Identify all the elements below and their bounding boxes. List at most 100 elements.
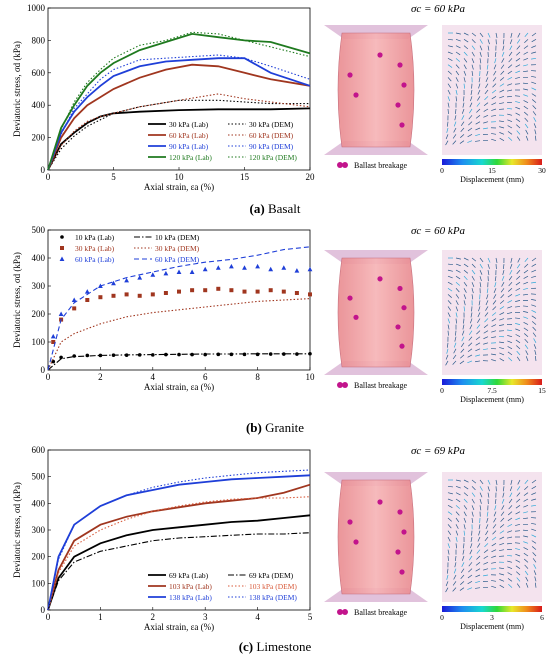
- data-point: [50, 333, 56, 339]
- displacement-vector: [500, 288, 505, 293]
- displacement-vector: [515, 334, 521, 338]
- breakage-particle: [347, 519, 353, 525]
- displacement-vector: [447, 312, 451, 318]
- displacement-vector: [506, 542, 513, 545]
- displacement-vector: [523, 100, 529, 103]
- displacement-vector: [515, 339, 521, 344]
- displacement-vector: [515, 118, 521, 122]
- data-point: [294, 291, 299, 295]
- confining-pressure-label: σc = 60 kPa: [411, 225, 466, 237]
- displacement-vector: [475, 568, 481, 572]
- displacement-vector: [477, 318, 481, 323]
- displacement-vector: [523, 88, 529, 91]
- data-point: [150, 272, 156, 277]
- displacement-vector: [502, 492, 505, 498]
- legend-label: 138 kPa (DEM): [249, 593, 297, 602]
- displacement-vector: [508, 275, 513, 281]
- displacement-vector: [523, 281, 529, 285]
- displacement-vector: [516, 345, 521, 350]
- data-point: [177, 289, 181, 294]
- displacement-vector: [446, 342, 449, 348]
- displacement-vector: [484, 536, 489, 542]
- displacement-vector: [471, 51, 475, 57]
- displacement-vector: [487, 257, 491, 263]
- displacement-vector: [455, 312, 458, 318]
- displacement-vector: [509, 486, 513, 492]
- data-point: [85, 353, 90, 358]
- displacement-vector: [447, 83, 452, 89]
- displacement-vector: [514, 306, 521, 308]
- displacement-vector: [516, 577, 521, 582]
- y-tick-label: 300: [32, 281, 46, 291]
- displacement-vector: [507, 511, 513, 516]
- displacement-vector: [486, 517, 489, 523]
- displacement-vector: [524, 257, 529, 263]
- breakage-particle: [401, 529, 407, 535]
- displacement-vector: [463, 511, 467, 517]
- displacement-vector: [499, 584, 505, 588]
- displacement-vector: [455, 275, 461, 280]
- breakage-particle: [399, 122, 405, 128]
- displacement-vector: [455, 64, 460, 69]
- data-point: [98, 353, 103, 358]
- displacement-vector: [483, 348, 489, 351]
- displacement-vector: [479, 257, 484, 263]
- displacement-vector: [516, 571, 521, 576]
- displacement-vector: [469, 324, 473, 330]
- displacement-vector: [463, 263, 469, 268]
- displacement-vector: [525, 135, 529, 141]
- displacement-vector: [491, 102, 497, 106]
- displacement-vector: [483, 342, 489, 345]
- displacement-vector: [502, 486, 505, 492]
- displacement-vector: [533, 338, 537, 343]
- displacement-vector: [487, 45, 490, 51]
- displacement-vector: [491, 89, 497, 94]
- legend-label: 30 kPa (DEM): [249, 120, 294, 129]
- displacement-vector: [446, 127, 449, 133]
- displacement-vector: [531, 299, 537, 301]
- displacement-vector: [478, 524, 481, 530]
- displacement-vector: [447, 294, 452, 298]
- displacement-vector: [524, 564, 529, 569]
- breakage-particle: [347, 72, 353, 78]
- displacement-vector: [532, 558, 537, 563]
- displacement-vector: [476, 330, 481, 335]
- y-axis-label: Deviatoric stress, σd (kPa): [12, 482, 22, 578]
- displacement-vector: [483, 562, 489, 565]
- displacement-vector: [463, 70, 467, 76]
- displacement-vector: [447, 263, 454, 266]
- displacement-vector: [479, 39, 483, 44]
- displacement-vector: [507, 312, 513, 314]
- displacement-vector: [492, 530, 497, 535]
- displacement-vector: [531, 528, 537, 531]
- displacement-vector: [515, 300, 521, 302]
- displacement-vector: [502, 270, 505, 276]
- displacement-vector: [463, 51, 468, 56]
- displacement-vector: [524, 486, 529, 490]
- displacement-vector: [485, 83, 489, 89]
- displacement-vector: [483, 324, 489, 328]
- displacement-vector: [533, 123, 537, 129]
- breakage-legend-marker: [337, 382, 343, 388]
- displacement-vector: [463, 45, 469, 50]
- displacement-vector: [499, 96, 505, 99]
- displacement-vector: [499, 300, 505, 304]
- series-line: [47, 99, 310, 171]
- displacement-vector: [493, 64, 497, 70]
- displacement-vector: [514, 317, 521, 319]
- data-point: [229, 288, 234, 293]
- displacement-vector: [471, 511, 474, 517]
- legend-label: 120 kPa (DEM): [249, 153, 297, 162]
- legend-label: 60 kPa (Lab): [169, 131, 209, 140]
- displacement-vector: [476, 324, 481, 329]
- legend-label: 103 kPa (DEM): [249, 582, 297, 591]
- displacement-vector: [455, 524, 459, 529]
- displacement-vector: [531, 45, 537, 48]
- displacement-vector: [486, 64, 489, 70]
- displacement-vector: [507, 300, 513, 303]
- displacement-vector: [531, 87, 537, 91]
- breakage-particle: [399, 569, 405, 575]
- displacement-vector: [532, 326, 537, 331]
- displacement-vector: [509, 269, 513, 275]
